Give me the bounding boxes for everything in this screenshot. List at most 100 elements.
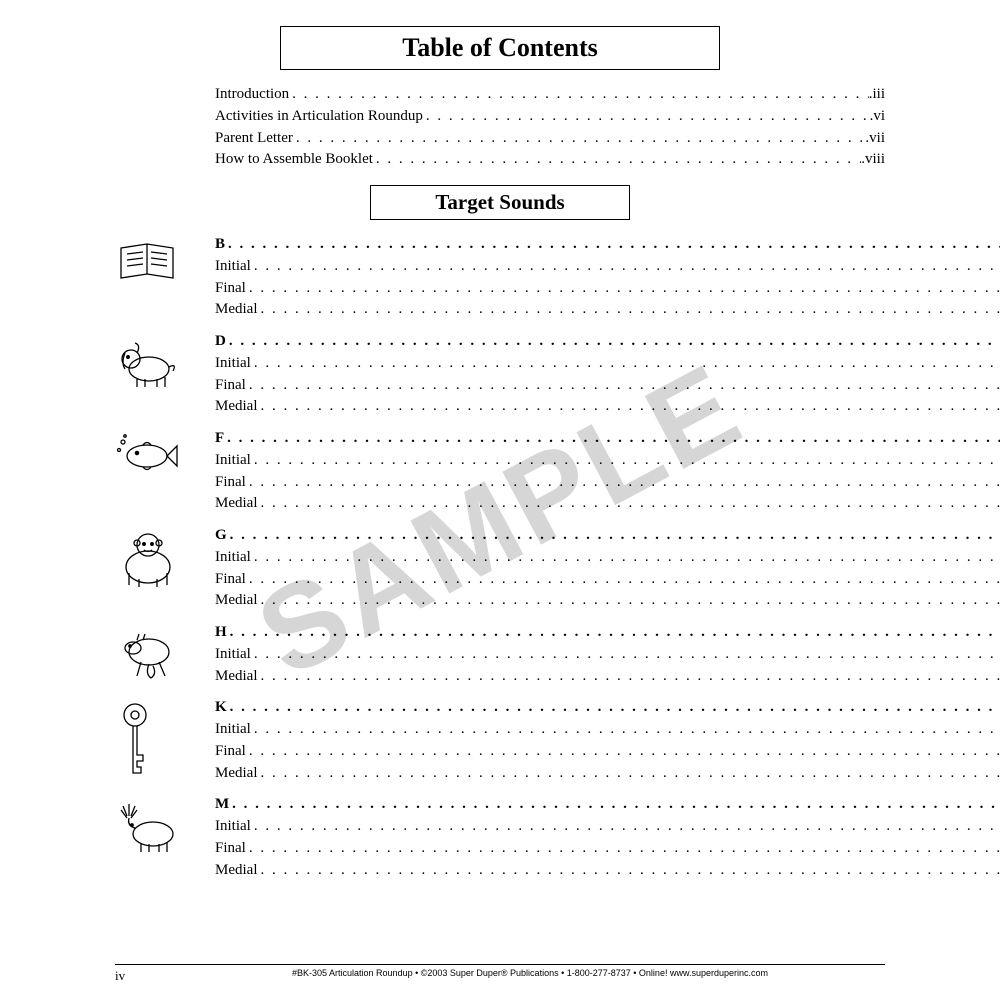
page-number: iv [115, 968, 175, 984]
toc-label: Final [215, 278, 246, 300]
toc-leader-dots [258, 299, 1000, 321]
toc-leader-dots [251, 450, 1000, 472]
toc-label: Medial [215, 493, 258, 515]
section-lines: B.1-16Initial.1-6Final.7-12Medial.13-16 [215, 234, 1000, 321]
toc-leader-dots [293, 128, 866, 150]
toc-line: Medial.71-74 [215, 666, 1000, 688]
intro-toc: Introduction.iiiActivities in Articulati… [215, 84, 885, 171]
dog-icon [115, 331, 215, 391]
section-lines: K.75-90Initial.75-80Final.81-86Medial.87… [215, 697, 1000, 784]
toc-line: Initial.1-6 [215, 256, 1000, 278]
toc-label: Activities in Articulation Roundup [215, 106, 423, 128]
toc-label: Final [215, 375, 246, 397]
toc-line: B.1-16 [215, 234, 1000, 256]
toc-label: Medial [215, 860, 258, 882]
toc-leader-dots [258, 763, 1000, 785]
moose-icon [115, 794, 215, 856]
toc-leader-dots [251, 353, 1000, 375]
toc-leader-dots [227, 525, 1000, 547]
toc-leader-dots [258, 860, 1000, 882]
toc-line: Final.55-60 [215, 569, 1000, 591]
toc-label: Initial [215, 719, 251, 741]
toc-line: Initial.33-38 [215, 450, 1000, 472]
sound-section-b: B.1-16Initial.1-6Final.7-12Medial.13-16 [115, 234, 885, 321]
toc-leader-dots [251, 719, 1000, 741]
toc-leader-dots [251, 816, 1000, 838]
toc-label: Medial [215, 396, 258, 418]
toc-label: Medial [215, 590, 258, 612]
toc-label: Medial [215, 763, 258, 785]
subtitle: Target Sounds [371, 190, 629, 215]
toc-label: B [215, 234, 225, 256]
toc-label: How to Assemble Booklet [215, 149, 373, 171]
toc-line: Final.7-12 [215, 278, 1000, 300]
toc-line: F.33-48 [215, 428, 1000, 450]
sound-section-f: F.33-48Initial.33-38Final.39-44Medial.45… [115, 428, 885, 515]
sound-section-k: K.75-90Initial.75-80Final.81-86Medial.87… [115, 697, 885, 784]
toc-line: Medial.29-32 [215, 396, 1000, 418]
toc-line: Medial.87-90 [215, 763, 1000, 785]
book-icon [115, 234, 215, 286]
toc-leader-dots [246, 838, 1000, 860]
toc-label: Medial [215, 666, 258, 688]
toc-label: Initial [215, 450, 251, 472]
sound-section-d: D.17-32Initial.17-22Final.23-28Medial.29… [115, 331, 885, 418]
section-lines: H.65-74Initial.65-70Medial.71-74 [215, 622, 1000, 687]
toc-line: Initial.91-96 [215, 816, 1000, 838]
toc-leader-dots [258, 590, 1000, 612]
toc-page: .vii [865, 128, 885, 150]
toc-label: D [215, 331, 226, 353]
toc-line: Initial.49-54 [215, 547, 1000, 569]
toc-leader-dots [423, 106, 870, 128]
toc-line: Final.23-28 [215, 375, 1000, 397]
toc-line: Introduction.iii [215, 84, 885, 106]
toc-leader-dots [226, 331, 1000, 353]
toc-leader-dots [229, 794, 1000, 816]
toc-label: F [215, 428, 224, 450]
fish-icon [115, 428, 215, 478]
toc-line: Initial.17-22 [215, 353, 1000, 375]
toc-leader-dots [251, 547, 1000, 569]
toc-leader-dots [251, 256, 1000, 278]
toc-line: Activities in Articulation Roundup .vi [215, 106, 885, 128]
toc-line: Medial.13-16 [215, 299, 1000, 321]
toc-label: Introduction [215, 84, 289, 106]
subtitle-box: Target Sounds [370, 185, 630, 220]
section-lines: M.91-106Initial.91-96Final.97-102Medial.… [215, 794, 1000, 881]
toc-label: G [215, 525, 227, 547]
section-lines: D.17-32Initial.17-22Final.23-28Medial.29… [215, 331, 1000, 418]
toc-leader-dots [251, 644, 1000, 666]
toc-leader-dots [246, 472, 1000, 494]
toc-line: G.49-64 [215, 525, 1000, 547]
page-title: Table of Contents [281, 33, 719, 63]
toc-line: Medial.45-48 [215, 493, 1000, 515]
title-box: Table of Contents [280, 26, 720, 70]
toc-leader-dots [246, 741, 1000, 763]
toc-leader-dots [246, 569, 1000, 591]
toc-leader-dots [224, 428, 1000, 450]
toc-page: .viii [861, 149, 885, 171]
toc-leader-dots [258, 666, 1000, 688]
toc-leader-dots [227, 697, 1000, 719]
toc-line: Medial.61-64 [215, 590, 1000, 612]
toc-line: Final.39-44 [215, 472, 1000, 494]
toc-leader-dots [289, 84, 869, 106]
toc-label: Final [215, 472, 246, 494]
toc-label: H [215, 622, 227, 644]
toc-label: Final [215, 741, 246, 763]
gorilla-icon [115, 525, 215, 589]
page-footer: iv #BK-305 Articulation Roundup • ©2003 … [115, 964, 885, 984]
toc-label: Medial [215, 299, 258, 321]
toc-leader-dots [373, 149, 861, 171]
toc-line: Initial.75-80 [215, 719, 1000, 741]
toc-line: Initial.65-70 [215, 644, 1000, 666]
toc-leader-dots [225, 234, 1000, 256]
toc-leader-dots [258, 396, 1000, 418]
sound-section-m: M.91-106Initial.91-96Final.97-102Medial.… [115, 794, 885, 881]
section-lines: G.49-64Initial.49-54Final.55-60Medial.61… [215, 525, 1000, 612]
toc-line: D.17-32 [215, 331, 1000, 353]
toc-line: Medial.103-106 [215, 860, 1000, 882]
toc-leader-dots [246, 278, 1000, 300]
toc-line: How to Assemble Booklet .viii [215, 149, 885, 171]
toc-page: .vi [870, 106, 885, 128]
